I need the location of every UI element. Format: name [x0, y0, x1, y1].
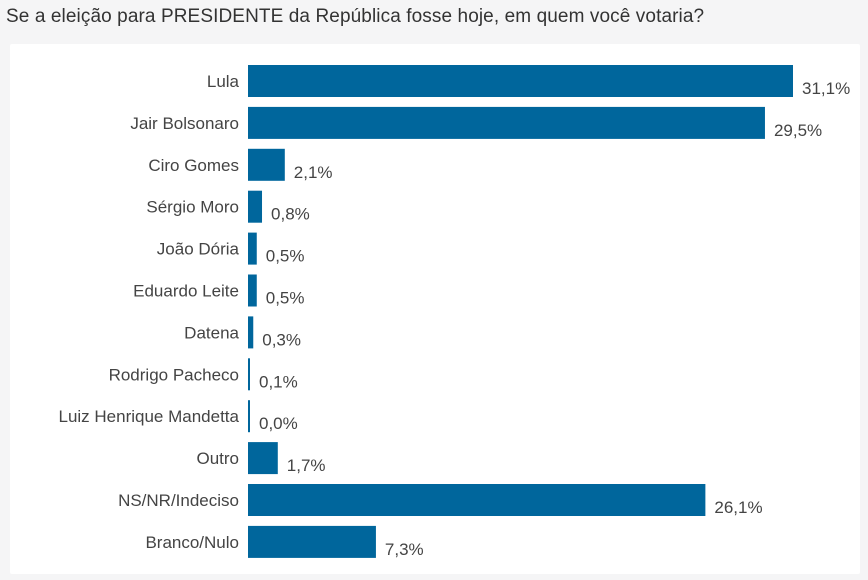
- value-label: 26,1%: [714, 498, 762, 517]
- bar: [248, 232, 257, 265]
- bar: [248, 274, 257, 307]
- category-label: Outro: [196, 449, 239, 468]
- category-label: Eduardo Leite: [133, 282, 239, 301]
- value-label: 1,7%: [287, 456, 326, 475]
- value-label: 2,1%: [294, 163, 333, 182]
- category-label: NS/NR/Indeciso: [118, 491, 239, 510]
- bar: [248, 442, 278, 475]
- chart-title: Se a eleição para PRESIDENTE da Repúblic…: [6, 6, 705, 27]
- bar: [248, 106, 765, 139]
- bar: [248, 484, 706, 516]
- value-label: 0,1%: [259, 372, 298, 391]
- value-label: 29,5%: [774, 121, 822, 140]
- bar: [248, 358, 250, 391]
- value-label: 0,0%: [259, 414, 298, 433]
- category-label: Lula: [207, 72, 240, 91]
- bar: [248, 190, 263, 223]
- bar: [248, 148, 285, 181]
- category-label: João Dória: [157, 240, 240, 259]
- category-label: Rodrigo Pacheco: [109, 365, 239, 384]
- value-label: 0,5%: [266, 289, 305, 308]
- category-label: Sérgio Moro: [146, 198, 239, 217]
- category-label: Luiz Henrique Mandetta: [58, 407, 239, 426]
- bar: [248, 525, 376, 558]
- value-label: 7,3%: [385, 540, 424, 559]
- category-label: Datena: [184, 323, 239, 342]
- value-label: 0,8%: [271, 205, 310, 224]
- bar: [248, 316, 254, 349]
- category-label: Ciro Gomes: [148, 156, 239, 175]
- bar: [248, 400, 250, 433]
- value-label: 31,1%: [802, 79, 850, 98]
- category-label: Jair Bolsonaro: [130, 114, 239, 133]
- value-label: 0,5%: [266, 247, 305, 266]
- bar: [248, 65, 793, 97]
- value-label: 0,3%: [262, 330, 301, 349]
- category-label: Branco/Nulo: [145, 533, 239, 552]
